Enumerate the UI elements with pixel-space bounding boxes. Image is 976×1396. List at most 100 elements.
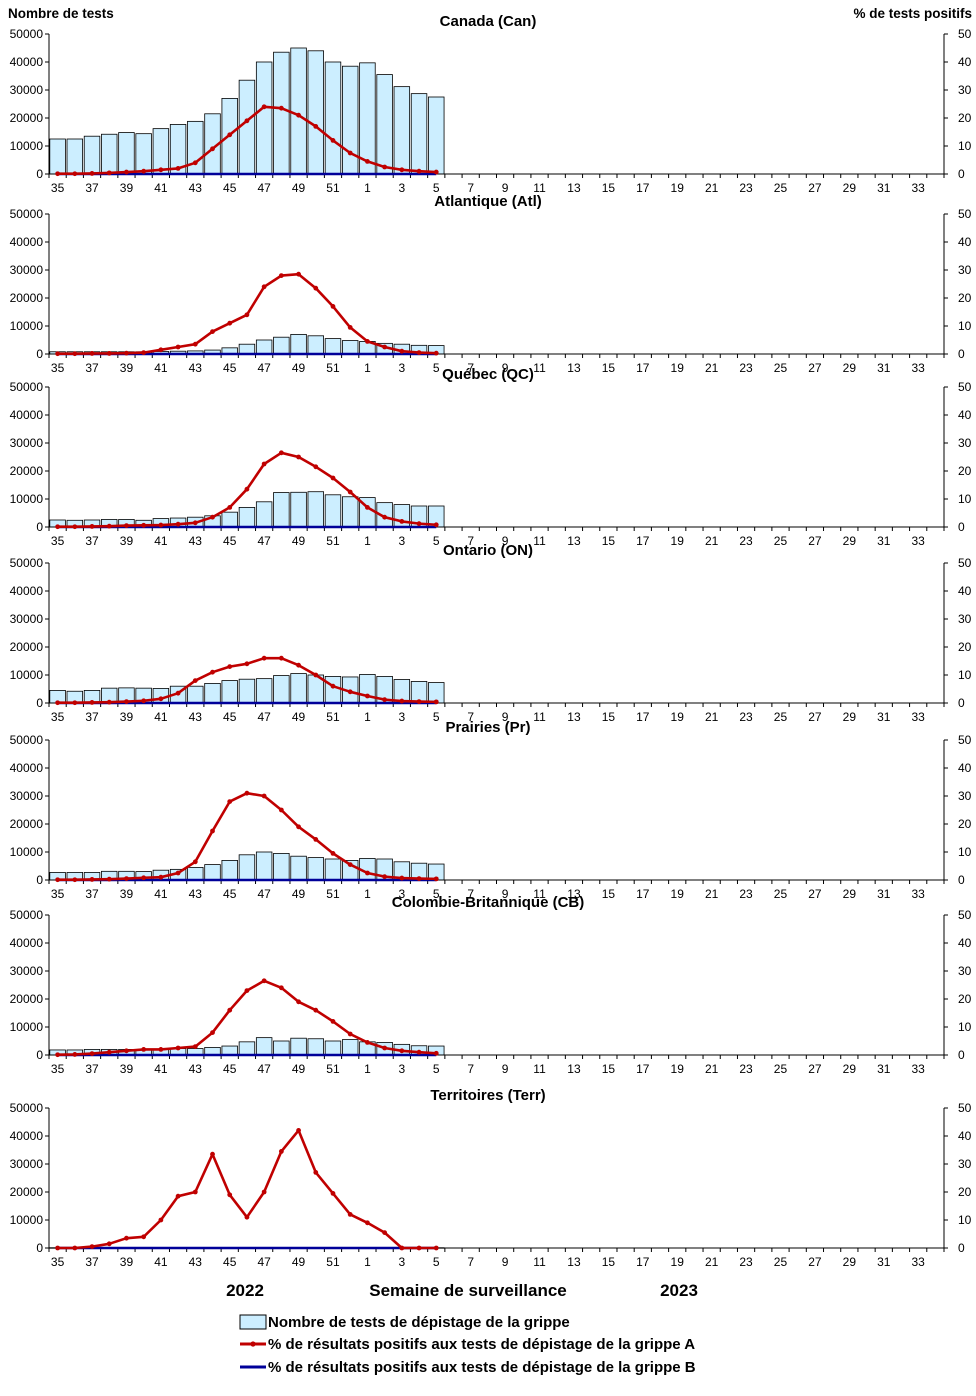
panel-7-flu-a-point-week-47	[261, 1189, 267, 1195]
panel-2-week-label-9: 9	[502, 361, 509, 375]
panel-4-flu-a-point-week-43	[192, 678, 198, 683]
panel-7-right-tick-label-0: 0	[958, 1241, 965, 1255]
panel-6-week-label-31: 31	[877, 1062, 891, 1076]
panel-1-bar-week-4	[410, 93, 428, 175]
panel-2-right-tick-label-50: 50	[958, 207, 972, 221]
panel-1-flu-a-point-week-37	[89, 171, 95, 176]
panel-5-bar-week-48	[273, 853, 290, 881]
panel-7-flu-a-point-week-3	[399, 1245, 405, 1251]
panel-6-left-tick-label-50000: 50000	[10, 908, 44, 922]
panel-3-flu-a-point-week-52	[347, 489, 353, 495]
panel-3-right-tick-label-20: 20	[958, 464, 972, 478]
panel-2-flu-a-point-week-43	[192, 341, 198, 347]
panel-4-week-label-45: 45	[223, 710, 237, 724]
panel-6-right-tick-label-10: 10	[958, 1020, 972, 1034]
panel-5-flu-a-point-week-44	[210, 828, 215, 834]
panel-6-bar-week-52	[341, 1039, 359, 1056]
panel-6-week-label-17: 17	[636, 1062, 650, 1076]
panel-2-flu-a-point-week-48	[278, 273, 284, 278]
panel-7-flu-a-point-week-5	[433, 1245, 439, 1251]
panel-1-left-tick-label-20000: 20000	[10, 111, 44, 125]
panel-1-week-label-11: 11	[533, 181, 546, 195]
panel-3-week-label-31: 31	[877, 534, 891, 548]
panel-4-flu-a-point-week-42	[175, 690, 181, 696]
panel-1-right-tick-label-10: 10	[958, 139, 972, 153]
panel-4-flu-a-point-week-48	[278, 655, 284, 661]
panel-5-bar-week-44	[204, 864, 221, 881]
panel-6-week-label-39: 39	[120, 1062, 134, 1076]
panel-6-flu-a-point-week-4	[416, 1049, 422, 1055]
panel-4-flu-a-point-week-46	[244, 661, 250, 667]
panel-3-left-tick-label-0: 0	[36, 520, 43, 534]
panel-4-flu-a-point-week-45	[227, 664, 233, 669]
panel-2-flu-a-point-week-52	[347, 325, 353, 330]
panel-5-week-label-17: 17	[636, 887, 650, 901]
panel-3-week-label-27: 27	[808, 534, 822, 548]
panel-3-week-label-7: 7	[467, 534, 474, 548]
panel-4-bar-week-47	[255, 678, 273, 704]
panel-3-week-label-45: 45	[223, 534, 237, 548]
panel-2-week-label-47: 47	[257, 361, 271, 375]
panel-6-right-tick-label-50: 50	[958, 908, 972, 922]
panel-7-flu-a-point-week-35	[55, 1245, 61, 1251]
panel-4-left-tick-label-40000: 40000	[10, 584, 44, 598]
panel-7-left-tick-label-20000: 20000	[10, 1185, 44, 1199]
panel-2-week-label-43: 43	[189, 361, 203, 375]
panel-1-bar-week-46	[238, 79, 256, 175]
panel-2-right-tick-label-20: 20	[958, 291, 972, 305]
panel-6-bar-week-45	[221, 1045, 238, 1056]
panel-6-bar-week-46	[238, 1041, 256, 1056]
year-label-2023: 2023	[660, 1281, 698, 1300]
panel-2-flu-a-point-week-46	[244, 312, 250, 318]
panel-7-week-label-41: 41	[154, 1255, 168, 1269]
panel-2-week-label-35: 35	[51, 361, 65, 375]
panel-2-flu-a-point-week-5	[433, 350, 439, 356]
panel-5-flu-a-point-week-52	[347, 862, 353, 867]
panel-2-week-label-13: 13	[567, 361, 581, 375]
panel-2-week-label-51: 51	[326, 361, 340, 375]
panel-5-week-label-35: 35	[51, 887, 65, 901]
panel-3-flu-a-point-week-49	[296, 454, 301, 460]
panel-5-flu-a-point-week-2	[382, 874, 388, 880]
panel-3-bar-week-49	[290, 491, 307, 528]
panel-4-week-label-11: 11	[533, 710, 546, 724]
panel-5-flu-a-point-week-51	[330, 851, 336, 856]
panel-1-week-label-13: 13	[567, 181, 581, 195]
panel-7-flu-a-point-week-50	[313, 1170, 319, 1175]
legend-flu-b-label: % de résultats positifs aux tests de dép…	[268, 1359, 696, 1376]
panel-4-right-tick-label-40: 40	[958, 584, 972, 598]
panel-3-week-label-47: 47	[257, 534, 271, 548]
panel-4-bar-week-43	[187, 685, 204, 704]
legend-bar-swatch	[239, 1314, 267, 1330]
panel-3-title: Québec (QC)	[442, 366, 534, 383]
panel-5-flu-a-point-week-37	[89, 877, 95, 882]
panel-3-week-label-29: 29	[843, 534, 857, 548]
panel-3-week-label-13: 13	[567, 534, 581, 548]
panel-1-week-label-35: 35	[51, 181, 65, 195]
panel-5-bar-week-50	[307, 857, 324, 881]
panel-1-flu-a-point-week-3	[399, 167, 405, 173]
panel-7-flu-a-point-week-36	[72, 1245, 78, 1251]
panel-3-flu-a-point-week-50	[313, 464, 319, 470]
panel-6-right-tick-label-20: 20	[958, 992, 972, 1006]
panel-6-week-label-25: 25	[774, 1062, 788, 1076]
panel-5-week-label-49: 49	[292, 887, 306, 901]
panel-7-week-label-19: 19	[671, 1255, 685, 1269]
panel-1-bar-week-37	[83, 135, 101, 175]
panel-2-week-label-3: 3	[398, 361, 405, 375]
panel-2-left-tick-label-10000: 10000	[10, 319, 44, 333]
panel-6-week-label-19: 19	[671, 1062, 685, 1076]
panel-7-week-label-21: 21	[705, 1255, 719, 1269]
panel-1-flu-a-point-week-52	[347, 150, 353, 156]
panel-2-flu-a-point-week-4	[416, 350, 422, 355]
panel-7-right-tick-label-50: 50	[958, 1101, 972, 1115]
panel-6-week-label-15: 15	[602, 1062, 616, 1076]
panel-1-flu-a-point-week-43	[192, 160, 198, 166]
panel-2-week-label-17: 17	[636, 361, 650, 375]
panel-4-flu-a-point-week-5	[433, 699, 439, 705]
panel-2-bar-week-46	[238, 343, 256, 355]
panel-4-flu-a-point-week-50	[313, 672, 319, 678]
panel-5-flu-a-point-week-35	[55, 877, 61, 883]
panel-1-flu-a-point-week-44	[210, 146, 215, 152]
panel-4-week-label-37: 37	[85, 710, 99, 724]
